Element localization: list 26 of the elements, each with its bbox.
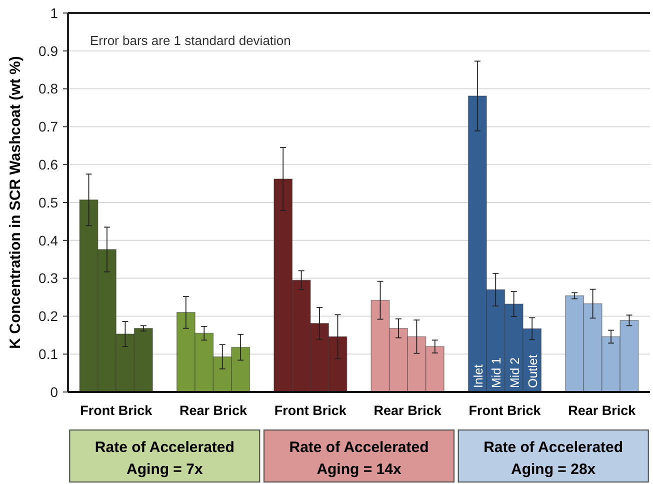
series-label: Mid 2 [508, 357, 522, 388]
y-tick-label: 0.6 [38, 156, 58, 172]
y-axis-title: K Concentration in SCR Washcoat (wt %) [7, 56, 24, 349]
y-tick-label: 0.5 [38, 194, 58, 210]
annotation: Error bars are 1 standard deviation [90, 33, 291, 48]
text: Rate of Accelerated Aging = 28x [484, 439, 624, 478]
x-tick-label: Rear Brick [179, 403, 248, 418]
y-tick-label: 0.3 [38, 270, 58, 286]
y-tick-label: 0.7 [38, 118, 58, 135]
text: Rate of Accelerated Aging = 7x [94, 439, 234, 478]
y-tick-label: 0 [50, 384, 58, 400]
x-tick-label: Rear Brick [568, 403, 636, 418]
x-tick-label: Rear Brick [374, 403, 442, 418]
series-label: Mid 1 [490, 357, 504, 388]
series-label: Outlet [526, 354, 540, 388]
series-label: Inlet [471, 364, 486, 388]
y-tick-label: 0.9 [38, 42, 58, 59]
y-tick-label: 0.2 [38, 308, 58, 324]
y-tick-label: 0.1 [38, 346, 58, 362]
y-tick-label: 1 [50, 4, 58, 21]
y-tick-label: 0.4 [38, 232, 58, 248]
x-tick-label: Front Brick [80, 403, 153, 418]
x-tick-label: Front Brick [468, 403, 542, 418]
y-tick-label: 0.8 [38, 80, 58, 97]
text: Rate of Accelerated Aging = 14x [289, 439, 429, 478]
x-tick-label: Front Brick [274, 403, 347, 418]
